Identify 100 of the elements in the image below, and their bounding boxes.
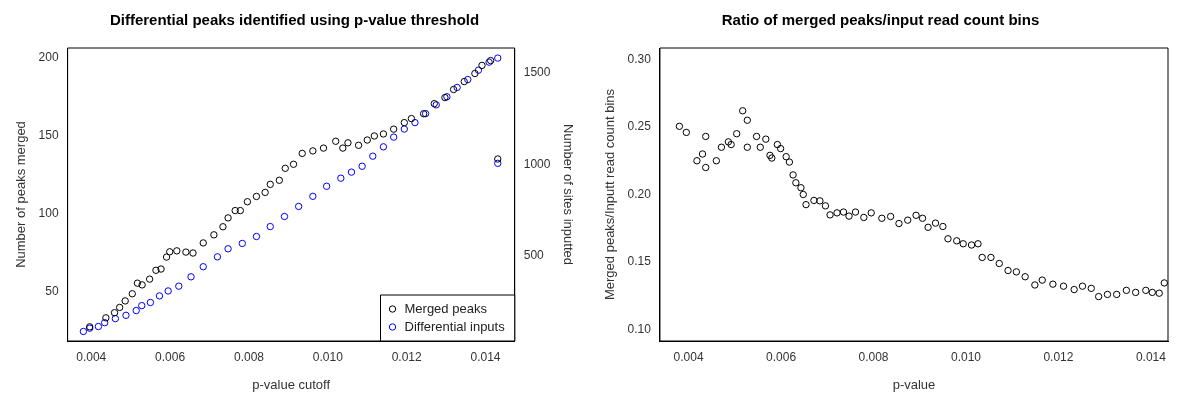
point xyxy=(339,144,347,152)
point xyxy=(152,266,160,274)
point xyxy=(464,75,472,84)
point xyxy=(344,139,352,147)
point xyxy=(121,297,129,305)
point xyxy=(162,253,171,261)
y2-tick-label: 1000 xyxy=(523,156,551,171)
point xyxy=(449,85,458,94)
point xyxy=(243,198,252,206)
point xyxy=(369,152,377,160)
point xyxy=(238,239,246,248)
point xyxy=(400,125,409,133)
point xyxy=(155,292,164,300)
point xyxy=(474,66,483,74)
point xyxy=(102,314,110,322)
x-tick-label: 0.008 xyxy=(858,349,889,364)
point xyxy=(389,133,398,141)
point xyxy=(100,318,109,327)
point xyxy=(210,231,218,239)
point xyxy=(460,77,468,86)
y-axis-title: Number of peaks merged xyxy=(13,121,29,268)
y-tick-label: 200 xyxy=(38,50,59,65)
point xyxy=(128,290,136,298)
x-tick-label: 0.004 xyxy=(673,349,704,364)
legend-label: Merged peaks xyxy=(404,300,488,316)
point xyxy=(280,212,289,221)
point xyxy=(166,248,174,256)
point xyxy=(261,188,269,197)
point xyxy=(471,69,479,78)
point xyxy=(494,155,502,163)
point xyxy=(231,206,239,215)
point xyxy=(138,301,146,310)
point xyxy=(494,159,502,168)
point xyxy=(252,192,261,201)
point xyxy=(294,202,303,211)
point xyxy=(133,279,142,287)
point xyxy=(132,306,140,315)
point xyxy=(281,164,289,173)
point xyxy=(266,180,274,189)
point xyxy=(389,125,398,133)
point xyxy=(337,174,345,182)
point xyxy=(358,162,366,170)
chart-title: Differential peaks identified using p-value threshold xyxy=(109,11,480,29)
point xyxy=(115,303,124,312)
legend-label: Differential inputs xyxy=(404,318,506,334)
point xyxy=(122,311,130,320)
point xyxy=(354,141,363,149)
y-tick-label: 100 xyxy=(38,205,59,220)
x-tick-label: 0.010 xyxy=(312,349,344,364)
x-tick-label: 0.014 xyxy=(470,349,501,364)
point xyxy=(289,160,298,168)
point xyxy=(187,273,195,281)
x-tick-label: 0.012 xyxy=(391,349,423,364)
point xyxy=(319,144,328,152)
point xyxy=(145,275,154,283)
point xyxy=(266,222,274,231)
chart-title: Ratio of merged peaks/input read count bins xyxy=(721,11,1040,29)
y2-tick-label: 1500 xyxy=(523,64,551,79)
point xyxy=(298,149,306,158)
point xyxy=(236,206,244,215)
x-tick-label: 0.006 xyxy=(155,349,186,364)
point xyxy=(164,287,172,295)
point xyxy=(379,130,388,138)
point xyxy=(111,314,120,323)
point xyxy=(189,249,197,257)
point xyxy=(182,248,190,256)
point xyxy=(175,282,183,290)
point xyxy=(157,265,165,273)
y-tick-label: 0.15 xyxy=(627,254,652,269)
point xyxy=(213,253,222,261)
point xyxy=(453,83,461,92)
point xyxy=(370,132,379,140)
point xyxy=(347,168,356,176)
point xyxy=(224,214,232,222)
point xyxy=(309,192,317,201)
point xyxy=(199,263,207,271)
y-tick-label: 0.10 xyxy=(627,321,652,336)
x-axis-title: p-value cutoff xyxy=(252,376,331,392)
point xyxy=(173,247,181,255)
y-tick-label: 150 xyxy=(38,128,59,143)
point xyxy=(363,136,371,144)
y-tick-label: 0.30 xyxy=(627,51,652,66)
x-tick-label: 0.012 xyxy=(1043,349,1074,364)
x-axis-title: p-value xyxy=(892,376,936,392)
point xyxy=(309,147,317,155)
point xyxy=(252,232,261,241)
point xyxy=(79,327,88,336)
point xyxy=(219,223,227,231)
point xyxy=(110,309,119,317)
x-tick-label: 0.004 xyxy=(76,349,107,364)
point xyxy=(199,239,207,247)
point xyxy=(400,118,409,127)
y2-tick-label: 500 xyxy=(523,248,545,263)
point xyxy=(332,137,340,145)
point xyxy=(478,61,486,70)
point xyxy=(94,322,103,331)
point xyxy=(379,143,388,151)
y-tick-label: 0.25 xyxy=(627,119,652,134)
point xyxy=(275,176,284,184)
x-tick-label: 0.014 xyxy=(1135,349,1167,364)
